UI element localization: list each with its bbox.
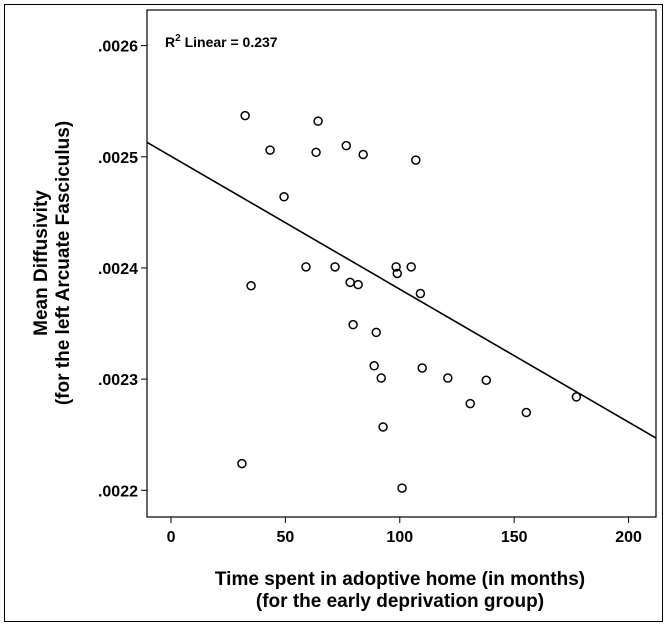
data-point: [406, 262, 416, 272]
data-point: [443, 373, 453, 383]
y-tick-label: .0026: [98, 39, 138, 56]
data-point: [369, 361, 379, 371]
annotation-sup: 2: [175, 33, 181, 44]
data-point: [330, 262, 340, 272]
y-axis-title: Mean Diffusivity: [31, 190, 52, 336]
data-point: [341, 140, 352, 151]
r-squared-annotation: R2 Linear = 0.237: [165, 33, 278, 50]
x-tick-label: 150: [501, 529, 528, 546]
plot-area: [146, 9, 657, 518]
x-tick-label: 100: [386, 529, 413, 546]
data-point: [301, 262, 311, 272]
data-point: [481, 375, 492, 385]
annotation-text: Linear = 0.237: [181, 34, 278, 50]
y-tick-label: .0025: [98, 150, 138, 167]
data-point: [358, 149, 368, 160]
y-tick-label: .0023: [98, 372, 138, 389]
fit-line: [146, 141, 657, 439]
data-point: [521, 407, 532, 418]
data-point: [313, 116, 323, 126]
x-tick-label: 200: [615, 529, 642, 546]
data-point: [240, 110, 250, 121]
data-point: [345, 277, 355, 288]
data-point: [348, 319, 358, 330]
data-point: [311, 147, 321, 158]
data-point: [571, 392, 582, 402]
data-point: [371, 327, 381, 338]
x-axis-title: (for the early deprivation group): [256, 591, 544, 612]
y-axis-title: (for the left Arcuate Fasciculus): [53, 121, 74, 405]
data-point: [391, 262, 401, 272]
data-point: [392, 268, 403, 279]
data-point: [411, 155, 421, 165]
data-point: [376, 373, 387, 383]
data-point: [378, 422, 388, 432]
y-tick-label: .0022: [98, 483, 138, 500]
frame: [4, 4, 663, 622]
data-point: [415, 288, 426, 299]
data-point: [465, 398, 475, 409]
x-tick-label: 50: [277, 529, 295, 546]
data-point: [237, 458, 247, 469]
data-point: [279, 192, 289, 202]
x-axis-title: Time spent in adoptive home (in months): [215, 569, 585, 590]
data-point: [397, 483, 407, 493]
data-point: [417, 363, 427, 373]
data-point: [353, 279, 363, 290]
annotation-base: R: [165, 34, 175, 50]
data-point: [246, 280, 256, 291]
data-point: [265, 145, 275, 155]
x-tick-label: 0: [167, 529, 176, 546]
y-tick-label: .0024: [98, 261, 138, 278]
